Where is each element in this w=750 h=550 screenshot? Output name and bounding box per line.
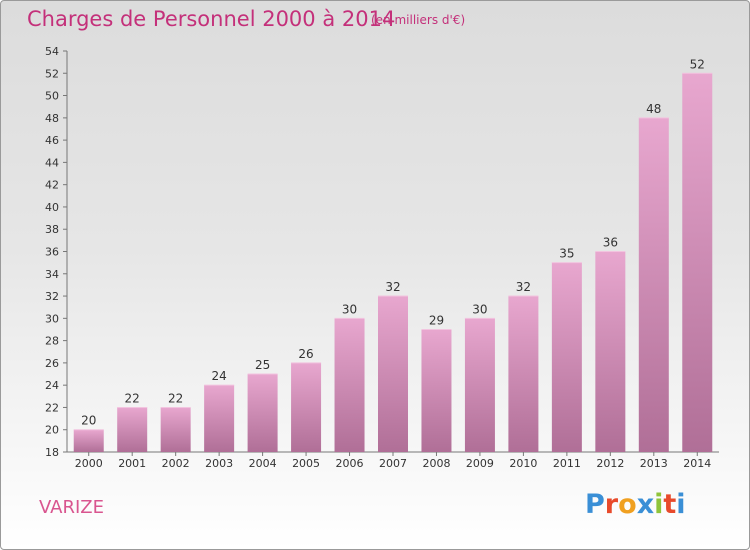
logo-letter: t [663,489,677,520]
data-label: 35 [559,247,574,261]
bar [160,407,191,452]
chart-subtitle: (en milliers d'€) [371,13,466,27]
y-tick-label: 24 [45,379,59,392]
x-tick-label: 2014 [683,457,711,470]
bar [204,385,235,452]
y-tick-label: 42 [45,179,59,192]
data-label: 22 [168,391,183,405]
x-tick-label: 2005 [292,457,320,470]
data-label: 25 [255,358,270,372]
bar [638,117,669,452]
y-tick-label: 26 [45,357,59,370]
logo-letter: o [618,489,637,520]
y-tick-label: 18 [45,446,59,459]
logo-letter: r [604,489,619,520]
x-tick-label: 2013 [640,457,668,470]
bar [551,262,582,452]
bar [508,296,539,452]
x-tick-label: 2012 [596,457,624,470]
bar [682,73,713,453]
bar [117,407,148,452]
y-tick-label: 50 [45,90,59,103]
data-label: 20 [81,414,96,428]
logo-letter: x [636,489,655,520]
x-tick-label: 2011 [553,457,581,470]
y-tick-label: 36 [45,246,59,259]
bar [421,329,452,452]
x-tick-label: 2007 [379,457,407,470]
data-label: 30 [342,302,357,316]
y-tick-label: 20 [45,424,59,437]
y-tick-label: 30 [45,312,59,325]
logo-letter: i [676,489,686,520]
y-tick-label: 46 [45,134,59,147]
y-tick-label: 22 [45,401,59,414]
x-tick-label: 2002 [162,457,190,470]
x-tick-label: 2001 [118,457,146,470]
y-tick-label: 40 [45,201,59,214]
logo-letter: i [654,489,664,520]
y-tick-label: 32 [45,290,59,303]
data-label: 32 [516,280,531,294]
data-label: 26 [298,347,313,361]
logo-letter: P [585,489,605,520]
data-label: 24 [211,369,226,383]
bar [595,251,626,452]
data-label: 48 [646,102,661,116]
y-tick-label: 52 [45,67,59,80]
commune-name: VARIZE [39,497,104,518]
bar [378,296,408,452]
data-label: 36 [603,236,618,250]
x-tick-label: 2000 [75,457,103,470]
x-tick-label: 2008 [422,457,450,470]
y-tick-label: 38 [45,223,59,236]
x-tick-label: 2004 [249,457,277,470]
bar [334,318,365,452]
proxiti-logo: Proxiti [585,489,686,520]
data-label: 52 [690,57,705,71]
data-label: 32 [385,280,400,294]
bar [464,318,495,452]
bar [291,362,322,452]
y-tick-label: 28 [45,335,59,348]
x-tick-label: 2003 [205,457,233,470]
y-tick-label: 54 [45,45,59,58]
data-label: 30 [472,302,487,316]
data-label: 22 [125,391,140,405]
x-tick-label: 2009 [466,457,494,470]
y-tick-label: 48 [45,112,59,125]
bar [73,429,104,452]
data-label: 29 [429,313,444,327]
x-tick-label: 2006 [336,457,364,470]
y-tick-label: 34 [45,268,59,281]
chart-title: Charges de Personnel 2000 à 2014 [27,7,396,31]
x-tick-label: 2010 [509,457,537,470]
y-tick-label: 44 [45,156,59,169]
bar [247,374,278,452]
